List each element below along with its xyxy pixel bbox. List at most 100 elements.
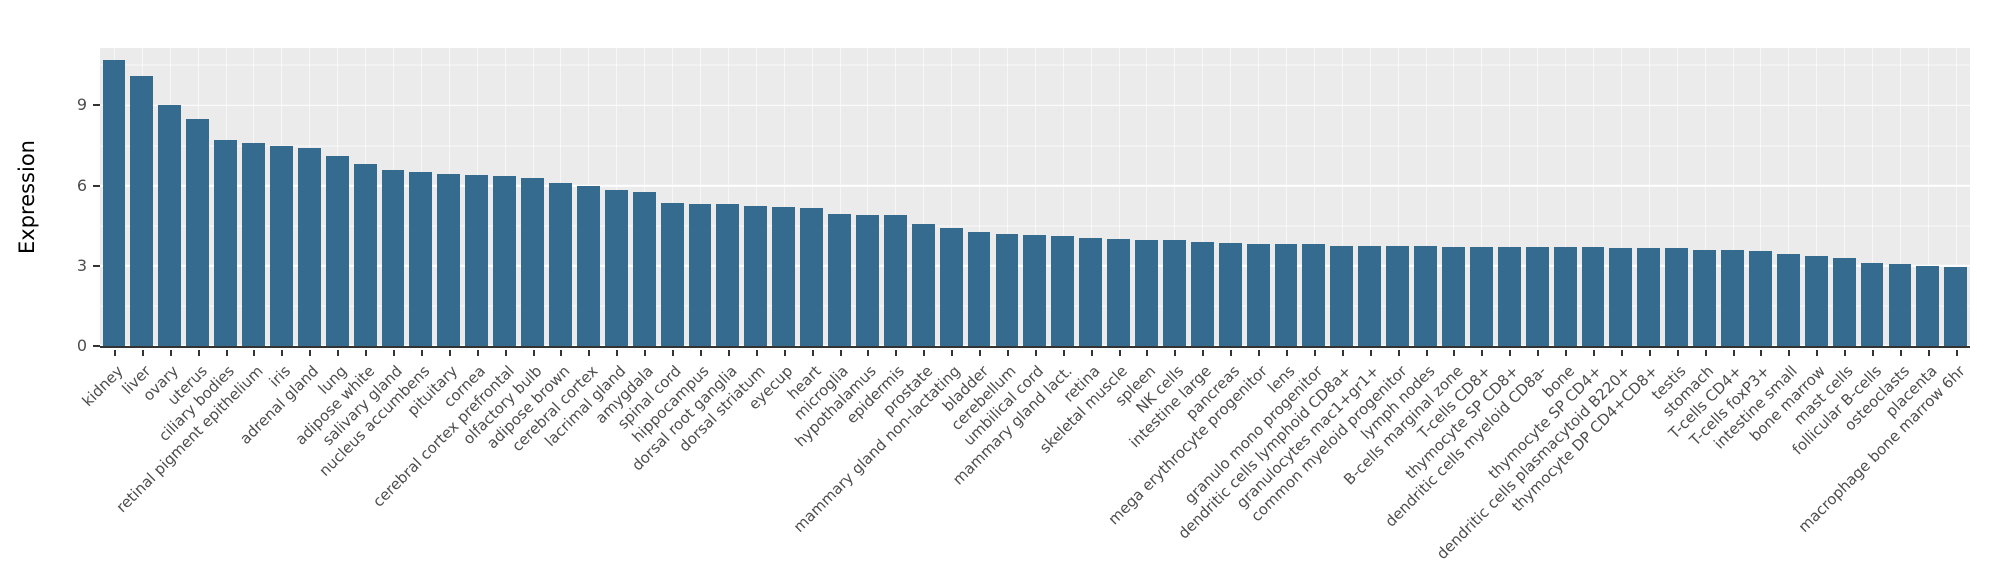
bar: [1525, 247, 1549, 346]
bar-slot: [881, 48, 909, 346]
bar-slot: [156, 48, 184, 346]
x-tick: [309, 350, 312, 356]
bar: [214, 140, 238, 346]
vertical-gridline: [727, 48, 729, 346]
bars-layer: [100, 48, 1970, 346]
x-tick: [113, 350, 116, 356]
x-tick: [1955, 350, 1958, 356]
bar-slot: [407, 48, 435, 346]
x-axis-cell: lens: [1264, 350, 1300, 578]
x-tick: [951, 350, 954, 356]
bar-slot: [1495, 48, 1523, 346]
x-axis-cell: microglia: [791, 350, 854, 578]
y-tick: [93, 264, 100, 267]
bar-slot: [1914, 48, 1942, 346]
bar-slot: [937, 48, 965, 346]
x-tick: [1118, 350, 1121, 356]
y-tick-label: 0: [76, 336, 87, 355]
x-tick: [560, 350, 563, 356]
bar-slot: [853, 48, 881, 346]
bar: [716, 204, 740, 346]
bar: [1190, 241, 1214, 346]
bar-slot: [686, 48, 714, 346]
bar: [1804, 256, 1828, 346]
bar: [1386, 245, 1410, 346]
vertical-gridline: [1006, 48, 1008, 346]
vertical-gridline: [1788, 48, 1790, 346]
bar: [521, 177, 544, 346]
bar: [102, 60, 126, 346]
bar-slot: [128, 48, 156, 346]
x-axis-cell: salivary gland: [319, 350, 407, 578]
bar-slot: [1858, 48, 1886, 346]
bar: [465, 174, 489, 346]
bar-slot: [435, 48, 463, 346]
x-axis-cell: dorsal striatum: [675, 350, 770, 578]
x-tick: [532, 350, 535, 356]
x-tick: [1286, 350, 1289, 356]
x-tick: [1174, 350, 1177, 356]
bar-slot: [1021, 48, 1049, 346]
bar: [1162, 240, 1186, 346]
vertical-gridline: [699, 48, 701, 346]
x-tick: [1481, 350, 1484, 356]
vertical-gridline: [811, 48, 813, 346]
x-axis-cell: lymph nodes: [1357, 350, 1440, 578]
bar: [186, 118, 210, 346]
bar-slot: [1160, 48, 1188, 346]
x-axis-cell: granulo mono progenitor: [1181, 350, 1328, 578]
x-tick: [1704, 350, 1707, 356]
vertical-gridline: [1481, 48, 1483, 346]
vertical-gridline: [1369, 48, 1371, 346]
bar: [409, 172, 433, 346]
bar-slot: [1244, 48, 1272, 346]
bar-slot: [630, 48, 658, 346]
bar: [828, 213, 851, 346]
x-tick: [699, 350, 702, 356]
bar: [1246, 244, 1270, 346]
x-axis-cell: follicular B-cells: [1788, 350, 1886, 578]
vertical-gridline: [839, 48, 841, 346]
x-tick: [1565, 350, 1568, 356]
bar-slot: [1607, 48, 1635, 346]
vertical-gridline: [1648, 48, 1650, 346]
bar-slot: [1523, 48, 1551, 346]
x-axis-cell: intestine large: [1126, 350, 1216, 578]
x-axis-cell: prostate: [879, 350, 937, 578]
bar-slot: [1802, 48, 1830, 346]
x-tick: [1397, 350, 1400, 356]
x-tick: [811, 350, 814, 356]
bar-slot: [909, 48, 937, 346]
bar: [493, 176, 517, 346]
y-tick: [93, 184, 100, 187]
bar-slot: [1272, 48, 1300, 346]
bar-slot: [1691, 48, 1719, 346]
vertical-gridline: [1146, 48, 1148, 346]
bar-slot: [1440, 48, 1468, 346]
x-axis-cell: retina: [1060, 350, 1105, 578]
vertical-gridline: [923, 48, 925, 346]
x-axis-cell: skeletal muscle: [1036, 350, 1133, 578]
bar-slot: [547, 48, 575, 346]
bar: [1581, 247, 1605, 346]
x-tick: [1927, 350, 1930, 356]
bar-slot: [267, 48, 295, 346]
vertical-gridline: [1927, 48, 1929, 346]
bar: [1609, 248, 1633, 346]
x-tick: [1258, 350, 1261, 356]
x-tick: [448, 350, 451, 356]
x-axis-cell: thymocyte SP CD4+: [1485, 350, 1607, 578]
bar-slot: [826, 48, 854, 346]
bar-slot: [323, 48, 351, 346]
x-axis-cell: dendritic cells lymphoid CD8a+: [1174, 350, 1356, 578]
x-axis-cell: cornea: [440, 350, 491, 578]
x-axis: kidney liver ovary uterus ciliary bodies reti…: [79, 350, 1970, 578]
x-axis-cell: NK cells: [1132, 350, 1188, 578]
y-axis-title-text: Expression: [15, 140, 39, 254]
bar-slot: [658, 48, 686, 346]
x-tick: [337, 350, 340, 356]
bar-slot: [574, 48, 602, 346]
vertical-gridline: [1397, 48, 1399, 346]
vertical-gridline: [1313, 48, 1315, 346]
